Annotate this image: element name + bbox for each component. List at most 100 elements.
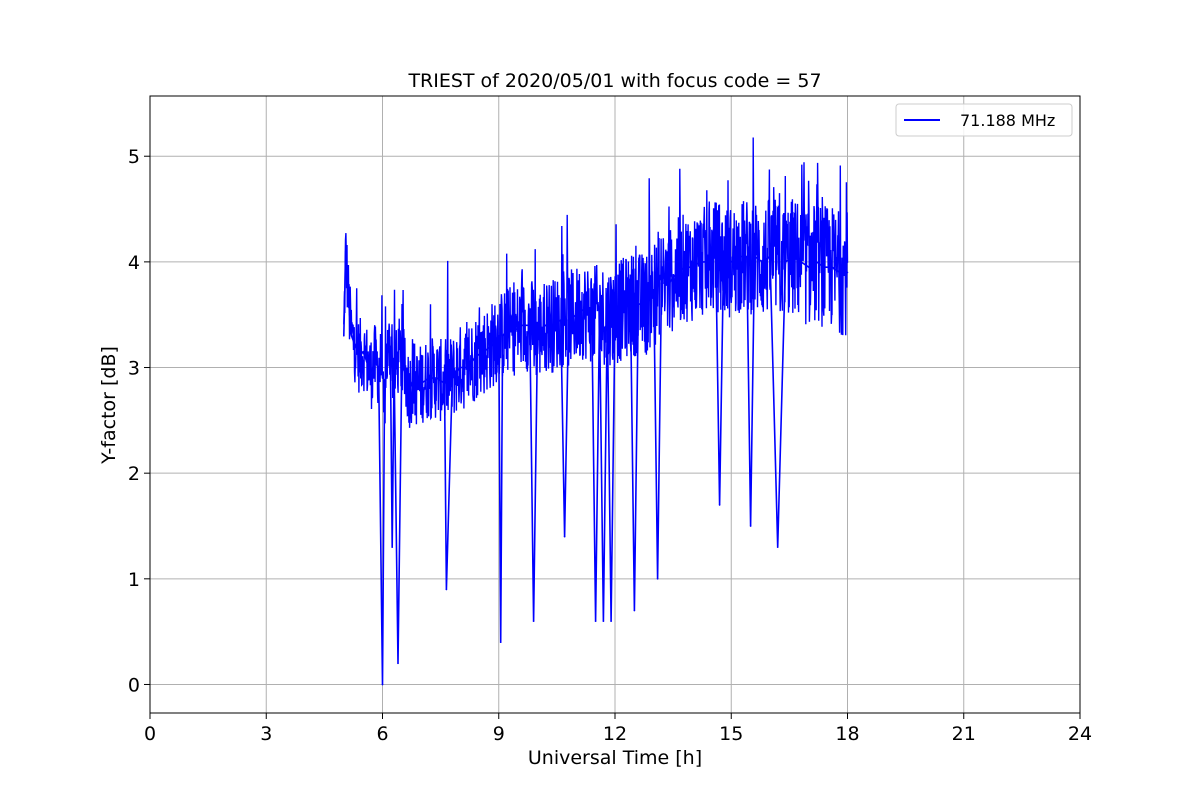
data-point-0-56 [610, 620, 612, 622]
data-point-0-74 [722, 261, 725, 263]
data-point-0-7 [362, 350, 364, 353]
data-point-0-77 [746, 255, 748, 258]
data-point-0-31 [466, 366, 469, 369]
data-point-0-45 [552, 324, 554, 327]
x-tick-label-3: 9 [493, 723, 505, 745]
series-noise-band-0 [343, 137, 849, 428]
data-point-0-28 [445, 588, 448, 591]
data-point-0-65 [660, 282, 663, 284]
data-point-0-13 [383, 409, 386, 411]
data-point-0-40 [521, 324, 523, 327]
data-point-0-39 [513, 329, 516, 332]
data-point-0-88 [823, 266, 826, 269]
data-point-0-87 [815, 261, 818, 263]
x-tick-label-4: 12 [603, 723, 627, 745]
data-point-0-34 [490, 345, 492, 348]
data-point-0-75 [730, 261, 733, 263]
x-tick-label-5: 15 [719, 723, 743, 745]
data-point-0-16 [391, 546, 394, 548]
data-point-0-9 [370, 372, 372, 374]
data-point-0-82 [776, 546, 779, 548]
data-point-0-55 [606, 313, 609, 316]
data-point-0-73 [718, 504, 721, 506]
data-point-0-52 [594, 620, 597, 622]
data-point-0-23 [416, 387, 419, 390]
data-point-0-20 [405, 377, 407, 379]
data-point-0-78 [749, 525, 752, 527]
y-tick-label-0: 0 [128, 674, 140, 696]
data-point-0-30 [459, 366, 461, 369]
data-point-0-38 [505, 329, 508, 332]
y-tick-label-5: 5 [128, 146, 140, 168]
data-point-0-54 [602, 620, 605, 622]
data-point-0-15 [389, 345, 392, 348]
data-point-0-58 [622, 308, 624, 311]
legend: 71.188 MHz [895, 103, 1073, 137]
data-point-0-41 [529, 324, 531, 327]
data-point-0-2 [346, 282, 349, 284]
y-axis-label: Y-factor [dB] [98, 346, 120, 465]
data-point-0-14 [385, 356, 388, 358]
data-point-0-43 [536, 335, 539, 337]
data-point-0-19 [401, 356, 403, 358]
data-point-0-37 [501, 335, 504, 337]
data-point-0-36 [499, 641, 502, 643]
data-point-0-32 [474, 356, 477, 358]
data-layer [343, 137, 849, 686]
data-point-0-25 [428, 377, 430, 379]
data-point-0-5 [354, 345, 357, 348]
data-point-0-8 [366, 361, 368, 364]
data-point-0-26 [436, 377, 438, 379]
x-tick-label-8: 24 [1068, 723, 1092, 745]
data-point-0-86 [808, 266, 810, 269]
data-point-0-80 [761, 261, 764, 263]
data-point-0-67 [676, 271, 678, 274]
x-tick-label-0: 0 [144, 723, 156, 745]
data-point-0-66 [668, 282, 671, 284]
data-point-0-29 [451, 377, 454, 379]
data-point-0-79 [753, 255, 756, 258]
data-point-0-6 [358, 356, 361, 358]
data-point-0-47 [563, 535, 566, 538]
data-point-0-33 [482, 350, 485, 353]
data-point-0-57 [614, 313, 616, 316]
data-point-0-62 [645, 303, 647, 305]
data-point-0-3 [348, 313, 351, 316]
data-point-0-24 [420, 382, 423, 385]
y-tick-label-4: 4 [128, 252, 140, 274]
data-point-0-60 [633, 609, 636, 612]
y-tick-label-1: 1 [128, 569, 140, 591]
data-point-0-69 [691, 266, 694, 269]
data-point-0-50 [583, 308, 585, 311]
x-tick-label-1: 3 [260, 723, 272, 745]
data-point-0-72 [715, 255, 717, 258]
data-point-0-85 [800, 261, 802, 263]
data-point-0-35 [498, 335, 500, 337]
data-point-0-68 [684, 266, 686, 269]
x-tick-label-7: 21 [952, 723, 976, 745]
data-point-0-1 [344, 250, 347, 253]
data-point-0-89 [831, 266, 833, 269]
data-point-0-17 [393, 366, 395, 369]
data-point-0-63 [653, 292, 655, 295]
data-point-0-46 [560, 319, 562, 321]
data-point-0-11 [377, 366, 380, 369]
legend-box [895, 103, 1073, 137]
data-point-0-61 [637, 303, 640, 305]
legend-label: 71.188 MHz [960, 111, 1055, 130]
data-point-0-84 [792, 255, 795, 258]
data-point-0-49 [575, 313, 578, 316]
data-point-0-76 [738, 255, 740, 258]
data-point-0-70 [699, 261, 702, 263]
data-point-0-81 [769, 255, 771, 258]
data-point-0-83 [784, 261, 787, 263]
data-point-0-71 [707, 261, 709, 263]
data-point-0-0 [343, 335, 345, 337]
data-point-0-22 [412, 377, 415, 379]
data-point-0-90 [839, 271, 841, 274]
data-point-0-64 [656, 578, 659, 580]
x-tick-label-2: 6 [376, 723, 388, 745]
